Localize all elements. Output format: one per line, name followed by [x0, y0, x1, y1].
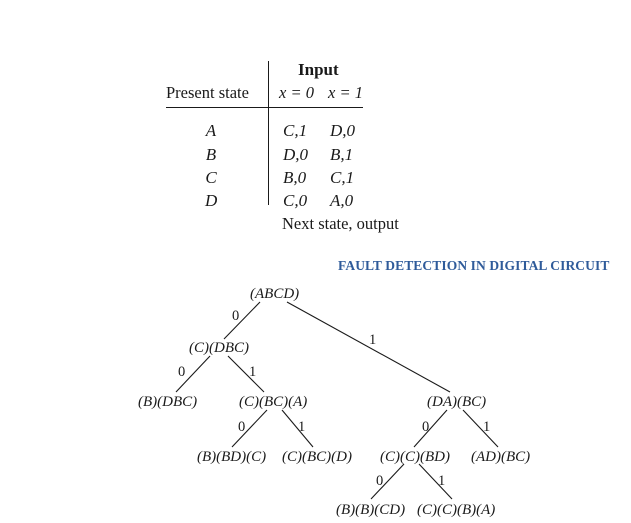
tree-node-n1: (DA)(BC): [427, 394, 486, 410]
edge-n0-n01: [227, 355, 265, 393]
edge-label-n0-n01: 1: [249, 364, 256, 380]
edge-label-n01-n010: 0: [238, 419, 245, 435]
tree-node-n00: (B)(DBC): [138, 394, 197, 410]
table-vertical-rule: [268, 61, 270, 205]
column-header-x1: x = 1: [328, 83, 363, 102]
edge-label-n1-n11: 1: [483, 419, 490, 435]
edge-n1-n11: [462, 409, 499, 448]
tree-node-n010: (B)(BD)(C): [197, 449, 266, 465]
edge-n01-n011: [281, 409, 314, 448]
edge-n0-n00: [175, 355, 211, 393]
tree-node-n101: (C)(C)(B)(A): [417, 502, 495, 518]
edge-label-n10-n101: 1: [438, 473, 445, 489]
edge-label-root-n0: 0: [232, 308, 239, 324]
cell-b-x0: D,0: [283, 145, 309, 164]
row-state-a: A: [205, 121, 217, 140]
edge-root-n0: [223, 301, 261, 340]
cell-a-x1: D,0: [330, 121, 356, 140]
edge-label-n01-n011: 1: [298, 419, 305, 435]
table-horizontal-rule: [166, 107, 363, 109]
running-header: FAULT DETECTION IN DIGITAL CIRCUIT: [338, 258, 610, 273]
state-table: Input Present state x = 0 x = 1 A C,1 D,…: [0, 0, 631, 240]
column-header-x0: x = 0: [279, 83, 314, 102]
edge-label-n0-n00: 0: [178, 364, 185, 380]
cell-c-x1: C,1: [330, 168, 355, 187]
edge-root-n1: [286, 301, 451, 393]
tree-node-n100: (B)(B)(CD): [336, 502, 405, 518]
tree-node-n01: (C)(BC)(A): [239, 394, 307, 410]
input-header: Input: [298, 60, 339, 79]
row-state-b: B: [205, 145, 217, 164]
edge-label-n1-n10: 0: [422, 419, 429, 435]
row-state-d: D: [205, 191, 218, 210]
table-caption: Next state, output: [282, 214, 399, 233]
cell-b-x1: B,1: [330, 145, 354, 164]
edge-n10-n100: [370, 463, 405, 500]
cell-d-x0: C,0: [283, 191, 308, 210]
tree-node-n10: (C)(C)(BD): [380, 449, 450, 465]
cell-c-x0: B,0: [283, 168, 307, 187]
tree-node-n0: (C)(DBC): [189, 340, 249, 356]
cell-a-x0: C,1: [283, 121, 308, 140]
edge-n10-n101: [418, 463, 453, 500]
edge-n1-n10: [413, 409, 448, 448]
tree-node-n011: (C)(BC)(D): [282, 449, 352, 465]
present-state-header: Present state: [166, 83, 249, 102]
edge-n01-n010: [231, 409, 268, 448]
row-state-c: C: [205, 168, 217, 187]
edge-label-n10-n100: 0: [376, 473, 383, 489]
tree-node-root: (ABCD): [250, 286, 299, 302]
tree-node-n11: (AD)(BC): [471, 449, 530, 465]
edge-label-root-n1: 1: [369, 332, 376, 348]
cell-d-x1: A,0: [330, 191, 354, 210]
